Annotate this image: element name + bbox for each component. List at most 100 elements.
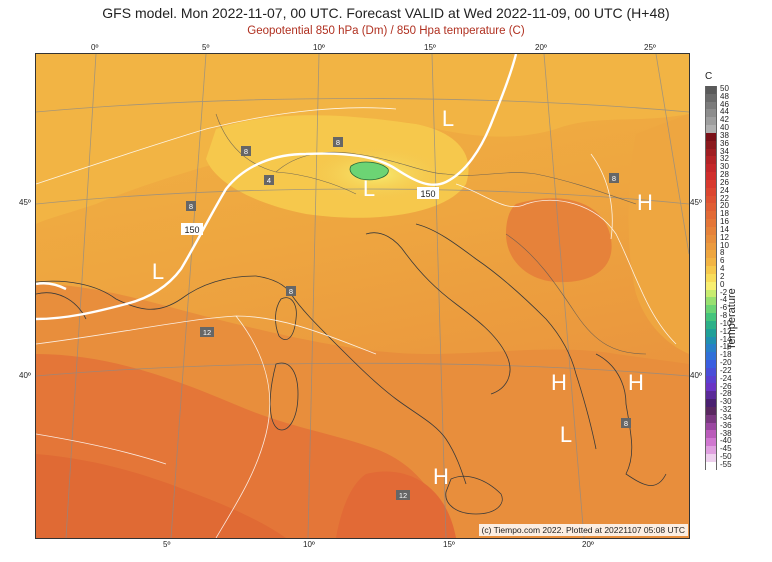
legend-value: 36 <box>720 138 729 148</box>
temperature-zone-north <box>36 54 689 224</box>
legend-value: 38 <box>720 130 729 140</box>
legend-swatch <box>705 219 717 227</box>
legend-swatch <box>705 179 717 188</box>
isotherm-label-box <box>333 137 343 147</box>
legend-swatch <box>705 109 717 118</box>
temperature-legend <box>705 86 717 470</box>
contour-150-fragment <box>36 282 67 291</box>
coast-greece <box>595 353 667 486</box>
lat-tick-left: 45º <box>19 198 31 207</box>
map-credit: (c) Tiempo.com 2022. Plotted at 20221107… <box>478 524 688 536</box>
legend-value: -26 <box>720 381 732 391</box>
legend-swatch <box>705 328 717 337</box>
legend-value: 32 <box>720 154 729 164</box>
legend-swatch <box>705 438 717 447</box>
legend-swatch <box>705 446 717 454</box>
legend-swatch <box>705 86 717 94</box>
legend-swatch <box>705 242 717 251</box>
legend-swatch <box>705 226 717 235</box>
isotherm-tyrrhenian <box>215 315 271 538</box>
legend-swatch <box>705 273 717 282</box>
isotherm-label: 8 <box>189 202 193 211</box>
coast-adriatic-west <box>365 232 511 395</box>
pressure-low-marker: L <box>363 176 375 201</box>
legend-swatch <box>705 383 717 392</box>
legend-swatch <box>705 164 717 173</box>
legend-value: -50 <box>720 452 732 461</box>
legend-value: -36 <box>720 420 732 430</box>
legend-swatch <box>705 406 717 415</box>
meridian-25 <box>655 54 689 255</box>
legend-swatch <box>705 266 717 274</box>
legend-value: 30 <box>720 162 729 172</box>
coast-sicily <box>445 475 503 515</box>
legend-value: -6 <box>720 303 728 313</box>
legend-swatch <box>705 117 717 126</box>
isotherm-label-box <box>241 146 251 156</box>
isotherm-east <box>455 183 677 345</box>
legend-swatch <box>705 172 717 180</box>
legend-swatch <box>705 461 717 470</box>
lon-tick-bottom: 15º <box>443 540 455 549</box>
map-title: GFS model. Mon 2022-11-07, 00 UTC. Forec… <box>102 5 670 21</box>
lon-tick-bottom: 20º <box>582 540 594 549</box>
pressure-low-marker: L <box>442 106 454 131</box>
legend-swatch <box>705 391 717 400</box>
contour-labels: 150 150 <box>181 187 439 235</box>
legend-swatch <box>705 430 717 439</box>
isotherm-labels: 8 4 8 8 12 8 8 8 12 <box>186 137 631 500</box>
meridian-0 <box>65 54 97 538</box>
legend-swatch <box>705 250 717 259</box>
isotherm-label-box <box>609 173 619 183</box>
legend-value: 22 <box>720 193 729 203</box>
meridian-5 <box>170 54 207 538</box>
temperature-zone-sicily <box>336 471 456 538</box>
legend-value: -40 <box>720 436 732 446</box>
legend-swatch <box>705 313 717 321</box>
legend-swatch <box>705 422 717 431</box>
pressure-high-marker: H <box>637 190 653 215</box>
legend-swatch <box>705 148 717 157</box>
legend-swatch <box>705 359 717 368</box>
legend-value: -16 <box>720 342 732 352</box>
legend-value: 42 <box>720 115 729 125</box>
weather-map[interactable]: 8 4 8 8 12 8 8 8 12 150 150 L <box>35 53 690 539</box>
legend-value: -30 <box>720 397 732 407</box>
isotherm-label-box <box>200 327 214 337</box>
parallel-47 <box>36 98 689 113</box>
legend-value: 10 <box>720 240 729 250</box>
coast-sardinia <box>269 362 299 431</box>
isotherm-label: 8 <box>244 147 248 156</box>
legend-value: -4 <box>720 295 728 305</box>
legend-value: 14 <box>720 224 729 234</box>
legend-swatch <box>705 211 717 220</box>
legend-swatch <box>705 375 717 384</box>
legend-value: -20 <box>720 358 732 368</box>
lon-tick-top: 20º <box>535 43 547 52</box>
legend-value: -2 <box>720 287 728 297</box>
cold-pocket-alps <box>349 161 389 181</box>
lat-tick-left: 40º <box>19 371 31 380</box>
contour-label: 150 <box>420 189 435 199</box>
map-subtitle: Geopotential 850 hPa (Dm) / 850 Hpa temp… <box>247 25 525 37</box>
isotherms <box>36 107 677 538</box>
legend-swatch <box>705 101 717 110</box>
legend-swatch <box>705 156 717 165</box>
legend-value: -22 <box>720 365 732 375</box>
meridian-10 <box>307 54 320 538</box>
legend-value: 40 <box>720 123 729 133</box>
contour-150-west <box>36 54 518 321</box>
legend-value: -12 <box>720 326 732 336</box>
legend-swatch <box>705 125 717 133</box>
legend-swatch <box>705 399 717 407</box>
geopotential-contours <box>36 54 518 321</box>
legend-swatch <box>705 352 717 360</box>
legend-value: -28 <box>720 389 732 399</box>
isotherm-northeast <box>590 153 613 240</box>
legend-swatch <box>705 305 717 314</box>
legend-value: 12 <box>720 232 729 242</box>
legend-value: 48 <box>720 91 729 101</box>
isotherm-label: 12 <box>399 491 407 500</box>
isotherm-north <box>36 107 397 185</box>
legend-value: 50 <box>720 84 729 93</box>
